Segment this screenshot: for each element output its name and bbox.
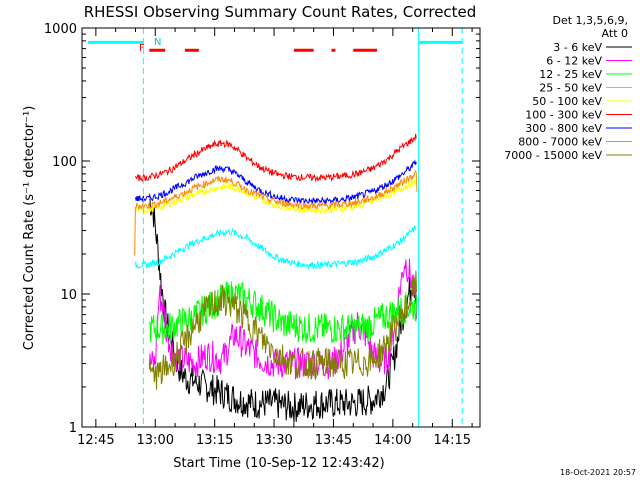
flare-flag-label: F xyxy=(139,43,145,54)
legend-header-line-1: Det 1,3,5,6,9, xyxy=(552,14,628,27)
series-layer xyxy=(134,133,418,423)
legend-entry-label: 12 - 25 keV xyxy=(539,68,602,81)
y-tick-label: 1000 xyxy=(44,22,77,37)
y-axis-label: Corrected Count Rate (s⁻¹ detector⁻¹) xyxy=(22,106,37,351)
legend-header-line-2: Att 0 xyxy=(602,27,628,40)
x-axis-label: Start Time (10-Sep-12 12:43:42) xyxy=(173,456,384,471)
series-line-5 xyxy=(135,179,417,215)
series-line-6 xyxy=(135,133,417,183)
x-tick-label: 13:45 xyxy=(315,433,352,448)
x-tick-label: 14:15 xyxy=(434,433,471,448)
footer-date: 18-Oct-2021 20:57 xyxy=(560,468,636,477)
chart-title: RHESSI Observing Summary Count Rates, Co… xyxy=(84,3,477,21)
legend-entry-label: 3 - 6 keV xyxy=(553,41,602,54)
legend-entry-label: 25 - 50 keV xyxy=(539,82,602,95)
y-tick-label: 100 xyxy=(52,155,77,170)
series-line-9 xyxy=(148,270,418,390)
legend-entry-label: 100 - 300 keV xyxy=(525,109,602,122)
x-tick-label: 12:45 xyxy=(77,433,114,448)
y-tick-label: 1 xyxy=(69,421,77,436)
x-tick-label: 13:30 xyxy=(255,433,292,448)
series-line-8 xyxy=(134,169,418,256)
x-tick-label: 14:00 xyxy=(374,433,411,448)
x-tick-label: 13:15 xyxy=(196,433,233,448)
legend-entry-label: 7000 - 15000 keV xyxy=(504,149,602,162)
series-line-1 xyxy=(149,198,418,423)
series-line-7 xyxy=(135,159,417,205)
plot-frame xyxy=(81,27,481,428)
series-line-3 xyxy=(148,281,418,345)
flag-layer: N F xyxy=(87,28,463,427)
night-flag-label: N xyxy=(154,37,161,48)
series-line-4 xyxy=(135,225,417,271)
axis-layer: 12:45 13:00 13:15 13:30 13:45 14:00 14:15 1 10 10… xyxy=(44,22,480,448)
legend-entry-label: 800 - 7000 keV xyxy=(518,136,602,149)
legend-entry-label: 6 - 12 keV xyxy=(546,55,602,68)
y-tick-label: 10 xyxy=(60,288,77,303)
x-tick-label: 13:00 xyxy=(137,433,174,448)
legend-entry-label: 50 - 100 keV xyxy=(532,95,602,108)
legend-entry-label: 300 - 800 keV xyxy=(525,122,602,135)
